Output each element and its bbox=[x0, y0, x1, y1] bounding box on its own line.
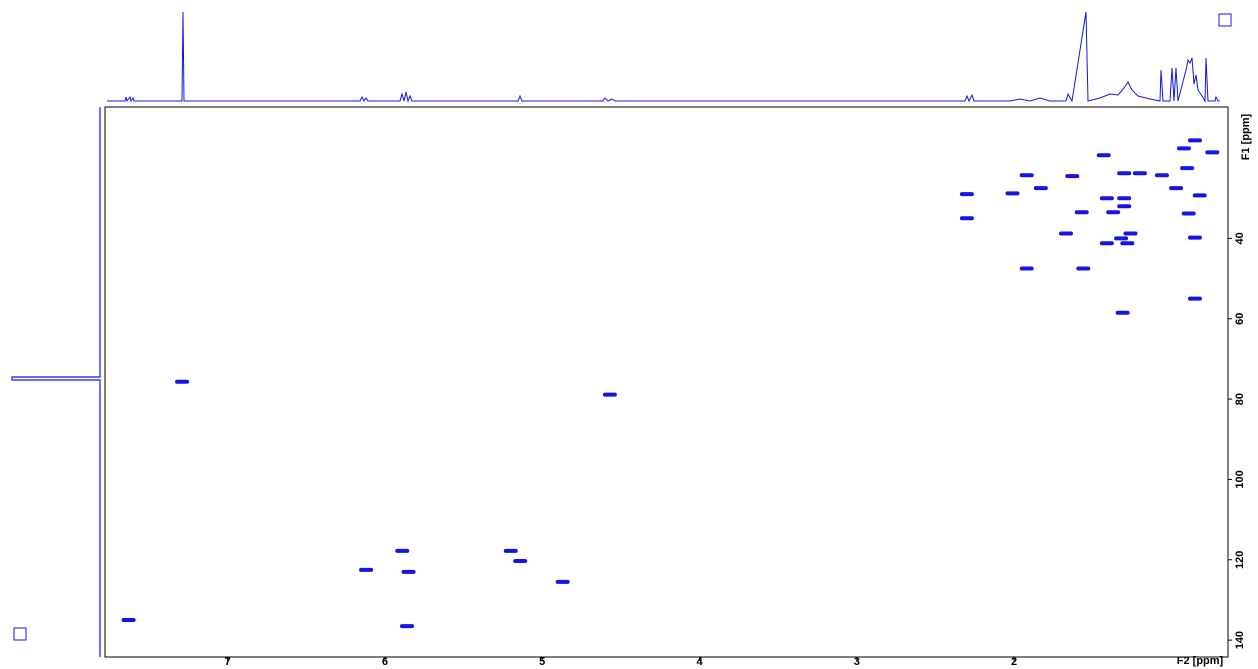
corner-box bbox=[13, 627, 27, 641]
cross-peak bbox=[959, 216, 974, 221]
cross-peak bbox=[359, 567, 374, 572]
cross-peak bbox=[401, 569, 416, 574]
cross-peak bbox=[1114, 236, 1129, 241]
corner-box bbox=[1218, 13, 1232, 27]
cross-peak bbox=[1074, 210, 1089, 215]
cross-peak bbox=[1096, 153, 1111, 158]
cross-peak bbox=[1169, 186, 1184, 191]
cross-peak bbox=[602, 392, 617, 397]
cross-peak bbox=[175, 379, 190, 384]
cross-peak bbox=[1058, 231, 1073, 236]
x-tick-label: 7 bbox=[225, 656, 231, 668]
cross-peak bbox=[1181, 211, 1196, 216]
cross-peak bbox=[1117, 196, 1132, 201]
x-tick-label: 2 bbox=[1011, 656, 1017, 668]
cross-peak bbox=[1115, 310, 1130, 315]
y-tick-label: 60 bbox=[1234, 313, 1246, 325]
cross-peak bbox=[1187, 296, 1202, 301]
cross-peak bbox=[1117, 171, 1132, 176]
cross-peak bbox=[1205, 150, 1220, 155]
cross-peak bbox=[1187, 235, 1202, 240]
cross-peak bbox=[555, 579, 570, 584]
x-tick-label: 4 bbox=[696, 656, 703, 668]
cross-peak bbox=[1106, 210, 1121, 215]
cross-peak bbox=[395, 548, 410, 553]
cross-peak bbox=[1005, 191, 1020, 196]
plot-frame bbox=[104, 106, 1229, 658]
cross-peak bbox=[1192, 193, 1207, 198]
y-tick-label: 40 bbox=[1234, 232, 1246, 244]
y-tick-label: 100 bbox=[1234, 470, 1246, 488]
cross-peak bbox=[959, 192, 974, 197]
x-axis-label: F2 [ppm] bbox=[1177, 655, 1224, 667]
cross-peak bbox=[1019, 173, 1034, 178]
cross-peak bbox=[399, 624, 414, 629]
x-tick-label: 3 bbox=[854, 656, 860, 668]
y-tick-label: 80 bbox=[1234, 393, 1246, 405]
cross-peak bbox=[1099, 241, 1114, 246]
cross-peak bbox=[1123, 231, 1138, 236]
cross-peak bbox=[1117, 204, 1132, 209]
y-tick-label: 120 bbox=[1234, 551, 1246, 569]
cross-peak bbox=[503, 548, 518, 553]
cross-peak bbox=[121, 618, 136, 623]
cross-peak bbox=[1076, 266, 1091, 271]
cross-peak bbox=[1099, 196, 1114, 201]
y-tick-label: 140 bbox=[1234, 631, 1246, 649]
cross-peak bbox=[1033, 186, 1048, 191]
x-tick-label: 5 bbox=[539, 656, 545, 668]
cross-peak bbox=[1154, 173, 1169, 178]
cross-peak bbox=[1065, 174, 1080, 179]
cross-peak bbox=[1019, 266, 1034, 271]
cross-peak bbox=[1187, 138, 1202, 143]
cross-peak bbox=[1120, 241, 1135, 246]
y-axis-label: F1 [ppm] bbox=[1240, 113, 1252, 160]
x-tick-label: 6 bbox=[382, 656, 388, 668]
cross-peak bbox=[1132, 171, 1147, 176]
cross-peak bbox=[1180, 166, 1195, 171]
f2-projection bbox=[107, 11, 1220, 103]
f1-projection bbox=[11, 107, 101, 657]
cross-peak bbox=[1176, 146, 1191, 151]
cross-peak bbox=[513, 558, 528, 563]
